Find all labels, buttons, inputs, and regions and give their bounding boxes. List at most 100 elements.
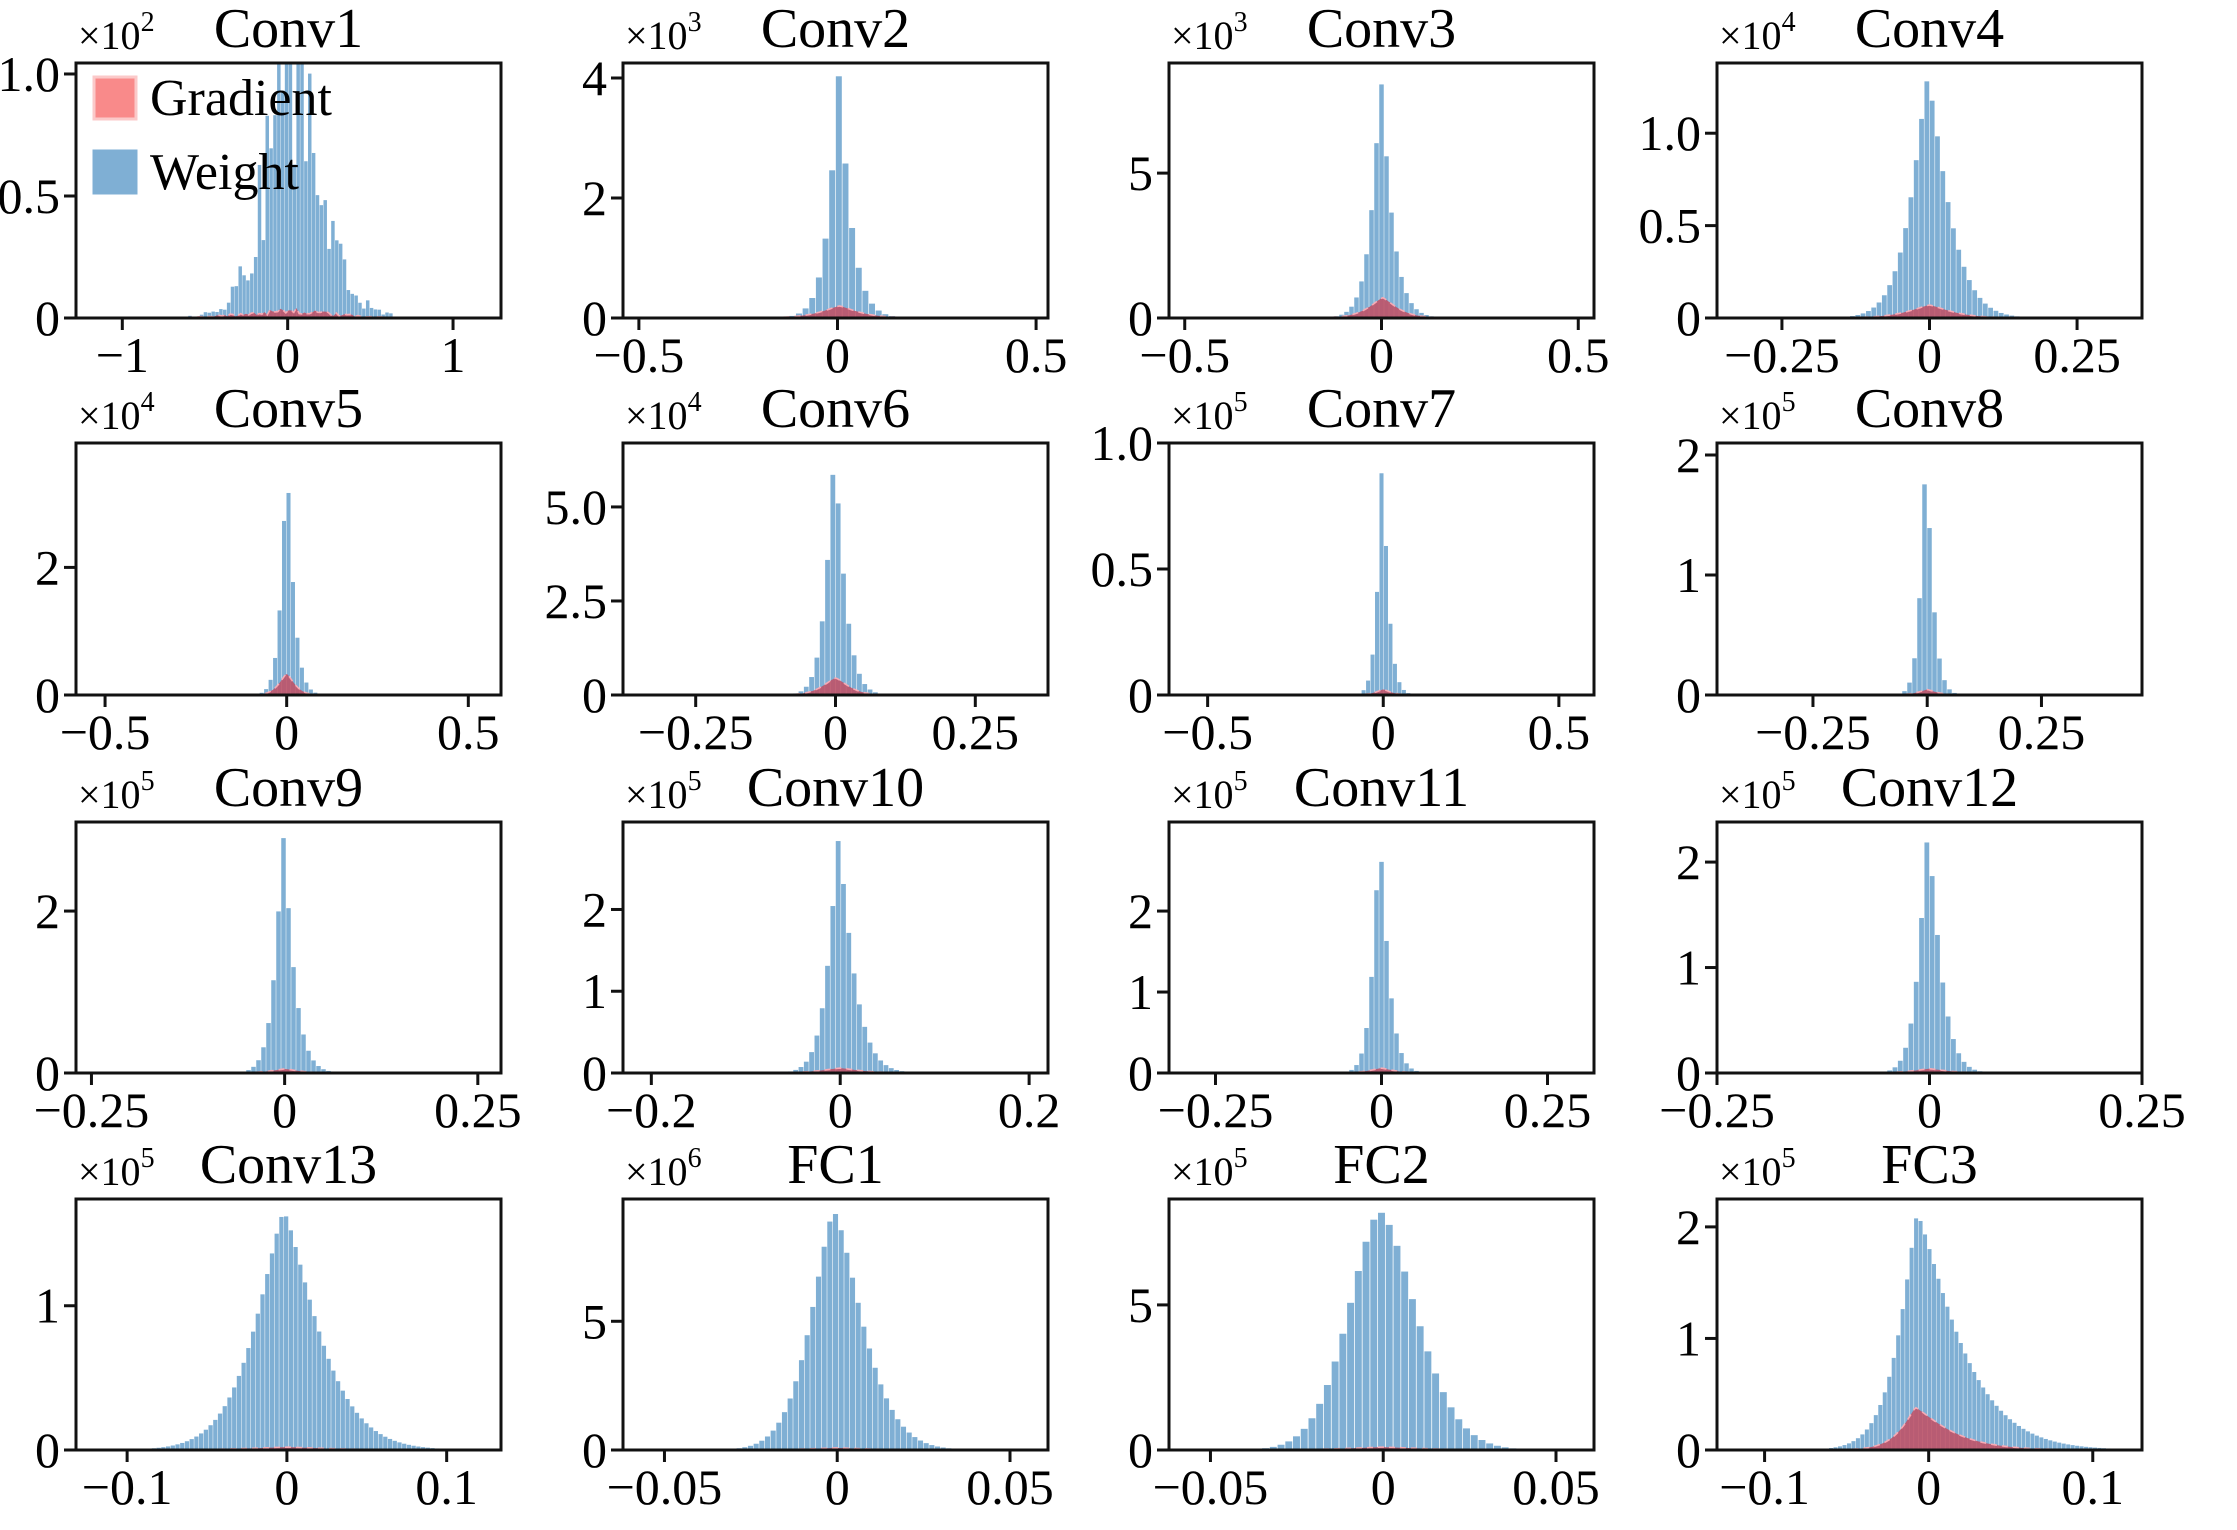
- gradient-histogram: [1797, 1407, 2142, 1450]
- y-axis-scale-label: ×105: [1171, 766, 1248, 817]
- weight-histogram: [1897, 484, 1962, 695]
- y-tick-label: 2: [1128, 883, 1153, 939]
- panel-title: FC2: [1333, 1134, 1430, 1196]
- y-tick-label: 0: [1676, 1045, 1701, 1101]
- y-axis-scale-label: ×104: [625, 387, 702, 438]
- y-axis-scale-label: ×104: [1719, 7, 1796, 58]
- x-tick-label: 0.25: [1504, 1082, 1592, 1138]
- x-tick-label: −0.1: [82, 1459, 173, 1515]
- legend-swatch-gradient-icon: [92, 75, 138, 121]
- y-tick-label: 2.5: [545, 573, 608, 629]
- weight-histogram: [1344, 861, 1424, 1073]
- x-tick-label: 0.25: [2098, 1082, 2186, 1138]
- axes-frame: [621, 820, 1050, 1075]
- gradient-outline: [1264, 296, 1501, 319]
- weight-histogram: [1329, 84, 1444, 318]
- gradient-outline: [684, 305, 995, 319]
- x-tick-label: −0.25: [1755, 704, 1871, 760]
- panel-title: Conv1: [214, 0, 363, 60]
- panel-title: Conv6: [761, 378, 910, 440]
- x-tick-label: 0.2: [998, 1082, 1061, 1138]
- y-tick-label: 1: [1676, 940, 1701, 996]
- panel-conv1: ×102 Conv1 −1 0 1 0 0.5 1.0 Gradient Weight: [0, 0, 503, 383]
- gradient-histogram: [681, 1068, 999, 1073]
- y-axis-scale-label: ×103: [1171, 7, 1248, 58]
- y-tick-label: 2: [1676, 427, 1701, 483]
- y-axis-scale-label: ×102: [78, 7, 155, 58]
- panel-conv3: ×103 Conv3−0.5 0 0.505: [1128, 0, 1610, 383]
- axes-frame: [621, 61, 1050, 320]
- y-tick-label: 5: [1128, 145, 1153, 201]
- x-tick-label: −0.25: [1659, 1082, 1775, 1138]
- weight-histogram: [1881, 842, 1988, 1073]
- x-tick-label: 0: [1371, 1459, 1396, 1515]
- x-tick-label: −0.5: [1139, 327, 1230, 383]
- y-tick-label: 1.0: [1091, 415, 1154, 471]
- y-axis-scale-label: ×105: [1171, 1143, 1248, 1194]
- x-tick-label: 0: [1371, 704, 1396, 760]
- weight-histogram: [1811, 1218, 2142, 1450]
- x-tick-label: 0: [274, 704, 299, 760]
- x-tick-label: 0.5: [1547, 327, 1610, 383]
- x-tick-label: −0.05: [1153, 1459, 1269, 1515]
- panel-title: Conv12: [1841, 757, 2018, 819]
- x-tick-label: 0.05: [1512, 1459, 1600, 1515]
- x-tick-label: 0: [1915, 704, 1940, 760]
- y-tick-label: 0: [1676, 290, 1701, 346]
- y-tick-label: 0: [582, 1422, 607, 1478]
- y-tick-label: 0: [1676, 1422, 1701, 1478]
- gradient-histogram: [76, 307, 501, 318]
- y-tick-label: 0: [1128, 667, 1153, 723]
- y-tick-label: 0.5: [1639, 198, 1702, 254]
- x-tick-label: −0.1: [1719, 1459, 1810, 1515]
- x-tick-label: 0.1: [2062, 1459, 2125, 1515]
- panel-title: Conv11: [1294, 757, 1469, 819]
- x-tick-label: 1: [441, 327, 466, 383]
- panel-title: Conv7: [1307, 378, 1456, 440]
- legend-label-weight: Weight: [150, 144, 299, 201]
- y-tick-label: 0: [35, 1045, 60, 1101]
- x-tick-label: 0.25: [2033, 327, 2121, 383]
- panel-title: Conv4: [1855, 0, 2004, 60]
- axes-frame: [1715, 441, 2144, 697]
- y-tick-label: 0.5: [1091, 541, 1154, 597]
- gradient-histogram: [1752, 305, 2107, 318]
- x-tick-label: −0.5: [594, 327, 685, 383]
- x-tick-label: 0.25: [1998, 704, 2086, 760]
- axes-frame: [74, 441, 503, 697]
- x-tick-label: 0: [275, 327, 300, 383]
- weight-histogram: [782, 76, 902, 318]
- panel-conv8: ×105 Conv8 −0.25 0 0.25 0 1 2: [1676, 378, 2144, 760]
- y-tick-label: 2: [1676, 1199, 1701, 1255]
- y-tick-label: 1: [1676, 1310, 1701, 1366]
- axes-frame: [1715, 820, 2144, 1075]
- gradient-histogram: [1281, 1068, 1482, 1073]
- y-tick-label: 4: [582, 50, 607, 106]
- axes-frame: [621, 1197, 1050, 1452]
- x-tick-label: 0.5: [1528, 704, 1591, 760]
- y-tick-label: 2: [582, 881, 607, 937]
- axes-frame: [621, 441, 1050, 697]
- x-tick-label: −0.25: [34, 1082, 150, 1138]
- gradient-histogram: [1320, 689, 1447, 695]
- x-tick-label: 0.5: [1005, 327, 1068, 383]
- panel-title: FC3: [1881, 1134, 1978, 1196]
- y-tick-label: 5: [582, 1293, 607, 1349]
- weight-histogram: [1357, 473, 1415, 695]
- y-axis-scale-label: ×105: [1719, 387, 1796, 438]
- y-tick-label: 1.0: [1639, 105, 1702, 161]
- y-tick-label: 0: [35, 290, 60, 346]
- y-tick-label: 2: [35, 883, 60, 939]
- axes-frame: [1715, 61, 2144, 320]
- panel-conv5: ×104 Conv5−0.5 0 0.502: [35, 378, 503, 760]
- x-tick-label: −0.05: [607, 1459, 723, 1515]
- y-tick-label: 1: [35, 1278, 60, 1334]
- y-axis-scale-label: ×105: [78, 1143, 155, 1194]
- gradient-histogram: [1264, 297, 1501, 318]
- y-tick-label: 1: [1676, 547, 1701, 603]
- weight-histogram: [236, 838, 341, 1073]
